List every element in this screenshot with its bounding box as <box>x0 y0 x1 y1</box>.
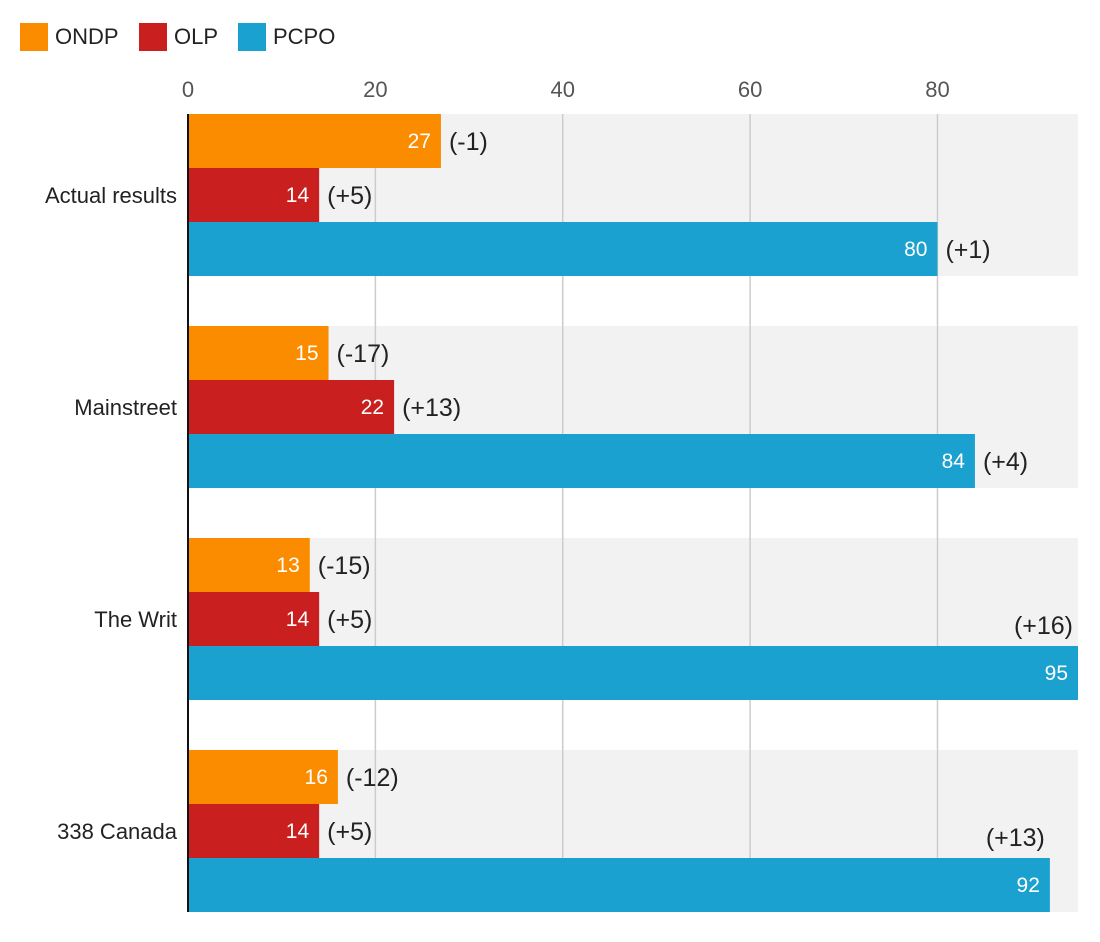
x-tick-label: 60 <box>738 77 762 102</box>
legend-label-ondp: ONDP <box>55 24 119 49</box>
value-label: 22 <box>361 396 384 419</box>
bar-ondp <box>188 538 310 592</box>
change-label: (+1) <box>945 236 990 264</box>
value-label: 16 <box>305 766 328 789</box>
change-label: (+4) <box>983 448 1028 476</box>
legend-label-pcpo: PCPO <box>273 24 335 49</box>
bar-ondp <box>188 114 441 168</box>
change-label: (-12) <box>346 764 399 792</box>
bar-pcpo <box>188 434 975 488</box>
change-label: (-1) <box>449 128 488 156</box>
category-label: 338 Canada <box>57 819 178 844</box>
value-label: 13 <box>276 554 299 577</box>
legend-swatch-olp <box>139 23 167 51</box>
category-label: The Writ <box>94 607 177 632</box>
legend-label-olp: OLP <box>174 24 218 49</box>
value-label: 15 <box>295 342 318 365</box>
change-label: (+13) <box>986 824 1045 852</box>
value-label: 80 <box>904 238 927 261</box>
x-tick-label: 40 <box>550 77 574 102</box>
legend-swatch-pcpo <box>238 23 266 51</box>
value-label: 92 <box>1017 874 1040 897</box>
category-label: Actual results <box>45 183 177 208</box>
x-tick-label: 0 <box>182 77 194 102</box>
change-label: (+13) <box>402 394 461 422</box>
bar-ondp <box>188 750 338 804</box>
value-label: 14 <box>286 184 310 207</box>
change-label: (+5) <box>327 606 372 634</box>
change-label: (-15) <box>318 552 371 580</box>
bar-olp <box>188 804 320 858</box>
bar-olp <box>188 168 320 222</box>
bar-olp <box>188 592 320 646</box>
bar-pcpo <box>188 858 1050 912</box>
value-label: 84 <box>942 450 966 473</box>
change-label: (-17) <box>337 340 390 368</box>
value-label: 14 <box>286 820 310 843</box>
legend-swatch-ondp <box>20 23 48 51</box>
bar-ondp <box>188 326 329 380</box>
value-label: 14 <box>286 608 310 631</box>
value-label: 95 <box>1045 662 1068 685</box>
change-label: (+5) <box>327 818 372 846</box>
bar-olp <box>188 380 395 434</box>
x-tick-label: 20 <box>363 77 387 102</box>
x-tick-label: 80 <box>925 77 949 102</box>
change-label: (+5) <box>327 182 372 210</box>
category-label: Mainstreet <box>74 395 177 420</box>
change-label: (+16) <box>1014 612 1073 640</box>
bar-pcpo <box>188 646 1078 700</box>
bar-pcpo <box>188 222 938 276</box>
value-label: 27 <box>408 130 431 153</box>
